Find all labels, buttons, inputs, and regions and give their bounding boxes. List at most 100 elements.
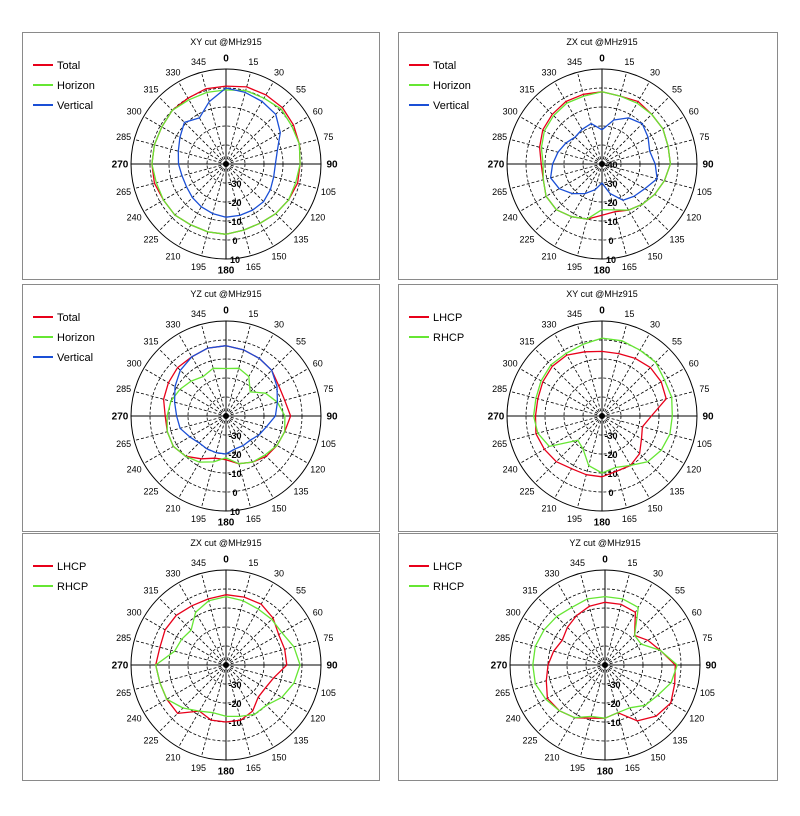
angle-label: 285	[116, 132, 131, 142]
grid-spoke	[225, 415, 309, 464]
angle-label: 30	[650, 320, 660, 330]
angle-label: 240	[127, 213, 142, 223]
angle-label: 345	[570, 558, 585, 568]
angle-label: 300	[127, 608, 142, 618]
grid-spoke	[225, 163, 294, 232]
angle-label: 55	[675, 586, 685, 596]
grid-spoke	[534, 163, 603, 232]
chart-title: XY cut @MHz915	[190, 37, 262, 47]
angle-label: 30	[653, 569, 663, 579]
grid-spoke	[604, 664, 673, 733]
grid-spoke	[510, 139, 603, 165]
angle-label: 195	[567, 262, 582, 272]
radial-label: -20	[228, 699, 241, 709]
angle-label: 270	[112, 412, 129, 423]
grid-spoke	[534, 348, 603, 417]
radial-label: -30	[228, 680, 241, 690]
angle-label: 330	[544, 569, 559, 579]
grid-spoke	[577, 163, 603, 256]
grid-spoke	[143, 664, 227, 713]
grid-spoke	[201, 664, 227, 757]
angle-label: 210	[541, 251, 556, 261]
angle-label: 180	[218, 266, 235, 277]
legend-label-total: Total	[433, 60, 456, 72]
angle-label: 120	[686, 465, 701, 475]
angle-label: 150	[647, 251, 662, 261]
grid-spoke	[604, 597, 673, 666]
grid-spoke	[577, 72, 603, 165]
radial-label: -30	[604, 179, 617, 189]
grid-spoke	[225, 664, 294, 733]
angle-label: 210	[541, 503, 556, 513]
grid-spoke	[225, 96, 294, 165]
angle-label: 330	[165, 68, 180, 78]
angle-label: 270	[112, 661, 129, 672]
grid-spoke	[577, 324, 603, 417]
grid-spoke	[158, 348, 227, 417]
grid-spoke	[225, 415, 318, 441]
grid-spoke	[225, 573, 251, 666]
angle-label: 135	[293, 486, 308, 496]
grid-spoke	[225, 664, 274, 748]
grid-spoke	[601, 415, 685, 464]
grid-spoke	[510, 415, 603, 441]
angle-label: 60	[689, 107, 699, 117]
angle-label: 265	[116, 688, 131, 698]
angle-label: 55	[672, 85, 682, 95]
grid-spoke	[601, 96, 670, 165]
angle-label: 105	[697, 187, 712, 197]
grid-spoke	[134, 163, 227, 189]
grid-spoke	[225, 324, 251, 417]
radial-label: -10	[604, 217, 617, 227]
chart-title: YZ cut @MHz915	[190, 289, 261, 299]
angle-label: 120	[310, 714, 325, 724]
grid-spoke	[519, 163, 603, 212]
angle-label: 75	[699, 132, 709, 142]
grid-spoke	[225, 348, 294, 417]
grid-spoke	[225, 81, 274, 165]
polar-chart-6: YZ cut @MHz915 0 15 30 55 60 75 90 105 120 135 150 1…	[409, 538, 717, 778]
angle-label: 265	[116, 187, 131, 197]
grid-spoke	[580, 664, 606, 757]
angle-label: 285	[116, 384, 131, 394]
angle-label: 240	[506, 714, 521, 724]
grid-spoke	[225, 664, 318, 690]
angle-label: 315	[144, 337, 159, 347]
grid-spoke	[519, 368, 603, 417]
angle-label: 300	[503, 107, 518, 117]
angle-label: 315	[523, 586, 538, 596]
angle-label: 135	[669, 234, 684, 244]
radial-label: 0	[608, 488, 613, 498]
angle-label: 285	[492, 132, 507, 142]
series-line-horizon	[166, 367, 286, 465]
legend-label-vertical: Vertical	[433, 100, 469, 112]
grid-spoke	[143, 368, 227, 417]
grid-spoke	[143, 163, 227, 212]
angle-label: 75	[699, 384, 709, 394]
angle-label: 300	[127, 359, 142, 369]
angle-label: 300	[506, 608, 521, 618]
angle-label: 30	[274, 569, 284, 579]
grid-spoke	[604, 664, 688, 713]
grid-spoke	[601, 391, 694, 417]
angle-label: 210	[165, 752, 180, 762]
angle-label: 240	[127, 714, 142, 724]
angle-label: 55	[296, 586, 306, 596]
grid-spoke	[601, 81, 650, 165]
grid-spoke	[134, 664, 227, 690]
angle-label: 195	[191, 262, 206, 272]
grid-spoke	[225, 664, 251, 757]
legend-label-lhcp: LHCP	[57, 561, 86, 573]
radial-label: -20	[604, 198, 617, 208]
angle-label: 90	[326, 412, 338, 423]
grid-spoke	[601, 163, 685, 212]
radial-label: 10	[606, 255, 616, 265]
grid-spoke	[513, 664, 606, 690]
grid-spoke	[522, 664, 606, 713]
angle-label: 330	[541, 68, 556, 78]
chart-title: ZX cut @MHz915	[566, 37, 637, 47]
grid-spoke	[604, 664, 630, 757]
angle-label: 285	[495, 633, 510, 643]
angle-label: 150	[650, 752, 665, 762]
angle-label: 270	[488, 160, 505, 171]
